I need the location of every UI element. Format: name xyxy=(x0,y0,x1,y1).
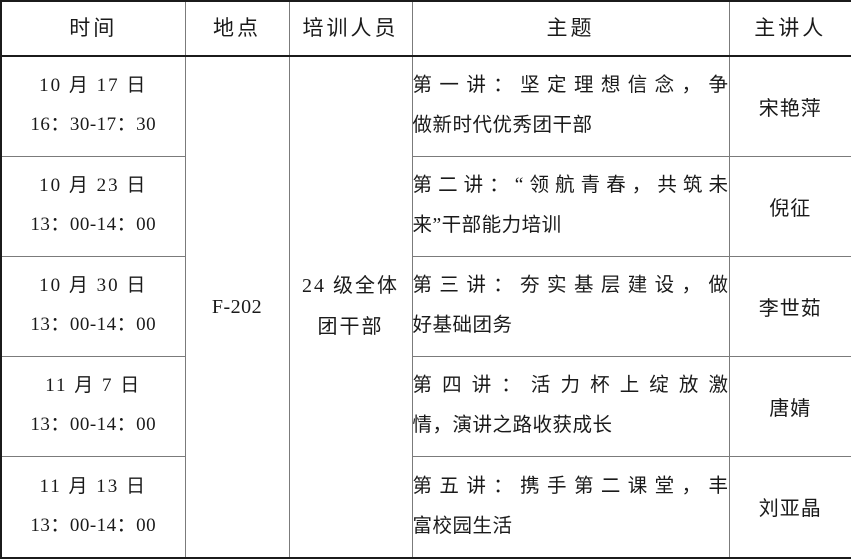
table-row: 10 月 17 日 16：30-17：30 F-202 24 级全体 团干部 第… xyxy=(0,55,851,559)
topic-line-2: 做新时代优秀团干部 xyxy=(412,115,593,137)
cell-speaker: 刘亚晶 xyxy=(728,455,851,559)
topic-line-1: 第三讲：夯实基层建设，做 xyxy=(412,275,729,297)
cell-topic: 第三讲：夯实基层建设，做 好基础团务 xyxy=(411,255,730,357)
cell-speaker: 宋艳萍 xyxy=(728,55,851,157)
table-row: 10 月 30 日 13：00-14：00 第三讲：夯实基层建设，做 好基础团务… xyxy=(0,255,851,357)
time-range: 13：00-14：00 xyxy=(30,314,157,335)
topic-line-2: 情，演讲之路收获成长 xyxy=(412,415,613,436)
table-row: 10 月 23 日 13：00-14：00 第二讲：“领航青春，共筑未 来”干部… xyxy=(0,155,851,257)
time-range: 13：00-14：00 xyxy=(30,214,157,235)
time-date: 10 月 17 日 xyxy=(39,75,148,97)
topic-line-1: 第二讲：“领航青春，共筑未 xyxy=(412,175,729,197)
cell-speaker: 李世茹 xyxy=(728,255,851,357)
time-range: 13：00-14：00 xyxy=(30,514,157,536)
topic-line-1: 第四讲：活力杯上绽放激 xyxy=(412,375,729,397)
cell-topic: 第五讲：携手第二课堂，丰 富校园生活 xyxy=(411,455,730,559)
column-header-time: 时间 xyxy=(0,0,186,57)
time-date: 10 月 23 日 xyxy=(39,175,148,197)
table-row: 11 月 13 日 13：00-14：00 第五讲：携手第二课堂，丰 富校园生活… xyxy=(0,455,851,559)
cell-topic: 第四讲：活力杯上绽放激 情，演讲之路收获成长 xyxy=(411,355,730,457)
time-range: 13：00-14：00 xyxy=(30,414,157,435)
column-header-people: 培训人员 xyxy=(288,0,413,57)
topic-line-2: 来”干部能力培训 xyxy=(412,215,562,236)
cell-speaker: 倪征 xyxy=(728,155,851,257)
column-header-place: 地点 xyxy=(184,0,290,57)
topic-line-2: 富校园生活 xyxy=(412,515,513,537)
cell-topic: 第二讲：“领航青春，共筑未 来”干部能力培训 xyxy=(411,155,730,257)
column-header-speaker: 主讲人 xyxy=(728,0,851,57)
cell-time: 11 月 13 日 13：00-14：00 xyxy=(0,455,186,559)
table-header-row: 时间 地点 培训人员 主题 主讲人 xyxy=(0,0,851,57)
table-row: 11 月 7 日 13：00-14：00 第四讲：活力杯上绽放激 情，演讲之路收… xyxy=(0,355,851,457)
cell-time: 10 月 17 日 16：30-17：30 xyxy=(0,55,186,157)
cell-time: 10 月 23 日 13：00-14：00 xyxy=(0,155,186,257)
column-header-topic: 主题 xyxy=(411,0,730,57)
cell-place-merged: F-202 xyxy=(184,55,290,559)
cell-time: 10 月 30 日 13：00-14：00 xyxy=(0,255,186,357)
time-date: 11 月 13 日 xyxy=(39,475,148,497)
people-line-1: 24 级全体 xyxy=(302,275,399,297)
cell-speaker: 唐婧 xyxy=(728,355,851,457)
cell-topic: 第一讲：坚定理想信念，争 做新时代优秀团干部 xyxy=(411,55,730,157)
cell-time: 11 月 7 日 13：00-14：00 xyxy=(0,355,186,457)
time-date: 10 月 30 日 xyxy=(39,275,148,297)
people-line-2: 团干部 xyxy=(317,316,384,338)
topic-line-2: 好基础团务 xyxy=(412,315,513,336)
time-date: 11 月 7 日 xyxy=(45,375,142,397)
topic-line-1: 第五讲：携手第二课堂，丰 xyxy=(412,475,729,497)
cell-people-merged: 24 级全体 团干部 xyxy=(288,55,413,559)
topic-line-1: 第一讲：坚定理想信念，争 xyxy=(412,75,729,97)
time-range: 16：30-17：30 xyxy=(30,114,157,136)
